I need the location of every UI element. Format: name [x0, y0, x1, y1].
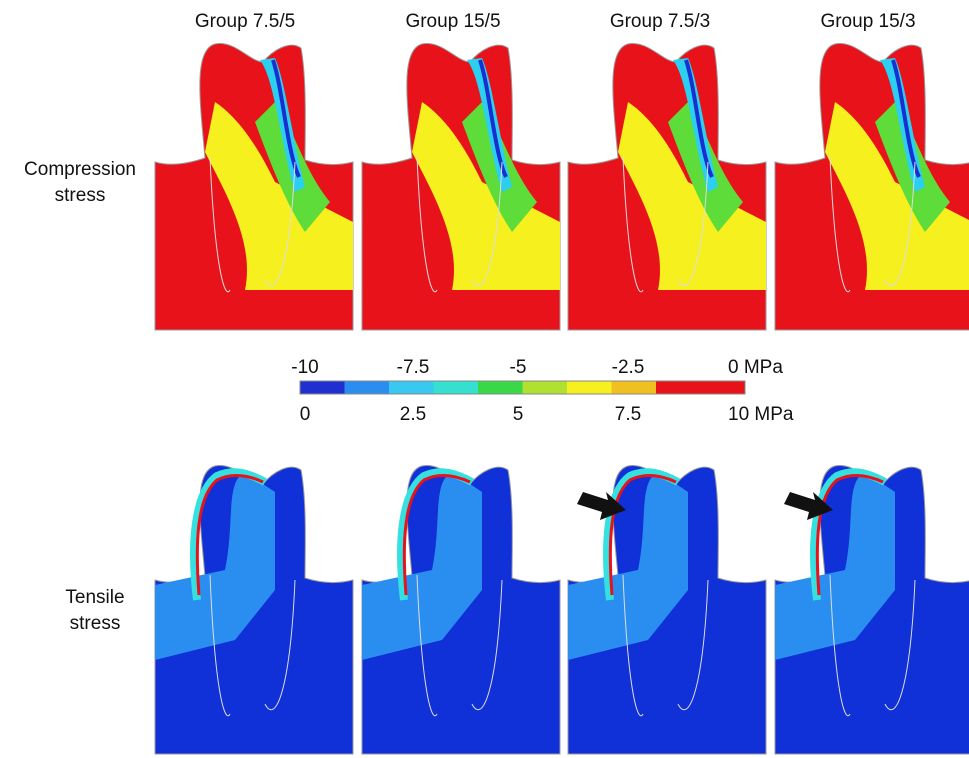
colorbar-label: 0 MPa	[728, 357, 783, 378]
stress-panel	[775, 44, 969, 330]
row-label: stress	[55, 185, 106, 206]
colorbar-segment	[345, 381, 390, 394]
colorbar-segment	[389, 381, 434, 394]
colorbar-segment	[567, 381, 612, 394]
stress-panel	[155, 44, 353, 330]
row-label: stress	[70, 613, 121, 634]
colorbar-label: 5	[513, 404, 524, 425]
stress-panel	[155, 466, 353, 754]
figure: Group 7.5/5 Group 15/5 Group 7.5/3 Group 15…	[0, 0, 969, 758]
column-title: Group 7.5/3	[610, 11, 710, 32]
colorbar-segment	[701, 381, 746, 394]
colorbar-label: 7.5	[615, 404, 641, 425]
column-title: Group 15/3	[820, 11, 915, 32]
stress-panel	[775, 466, 969, 754]
stress-panel	[362, 44, 560, 330]
colorbar-segment	[523, 381, 568, 394]
colorbar-label: 0	[300, 404, 311, 425]
colorbar-segment	[434, 381, 479, 394]
column-title: Group 7.5/5	[195, 11, 295, 32]
stress-panel	[362, 466, 560, 754]
colorbar-label: -2.5	[612, 357, 645, 378]
colorbar-label: 2.5	[400, 404, 426, 425]
colorbar-label: -7.5	[397, 357, 430, 378]
colorbar-segment	[656, 381, 701, 394]
stress-panel	[568, 44, 766, 330]
colorbar-label: 10 MPa	[728, 404, 794, 425]
row-label: Tensile	[65, 587, 124, 608]
colorbar-label: -10	[291, 357, 318, 378]
stress-panel	[568, 466, 766, 754]
colorbar-label: -5	[510, 357, 527, 378]
row-label: Compression	[24, 159, 136, 180]
colorbar-segment	[300, 381, 345, 394]
colorbar-segment	[478, 381, 523, 394]
column-title: Group 15/5	[405, 11, 500, 32]
colorbar-segment	[612, 381, 657, 394]
